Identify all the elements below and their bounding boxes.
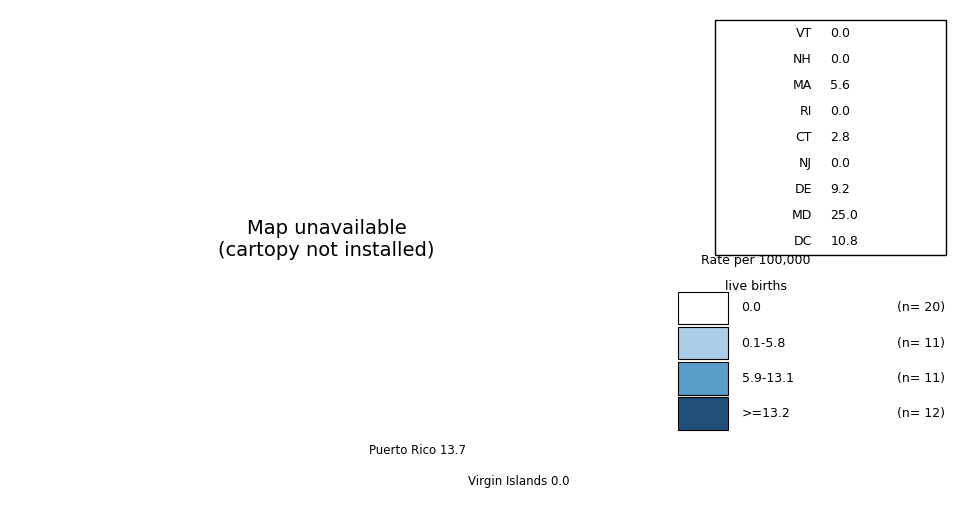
Text: Rate per 100,000: Rate per 100,000 xyxy=(701,254,810,267)
Text: 0.0: 0.0 xyxy=(830,27,851,40)
Text: 5.9-13.1: 5.9-13.1 xyxy=(741,372,794,385)
Text: CT: CT xyxy=(796,131,812,144)
Text: Puerto Rico 13.7: Puerto Rico 13.7 xyxy=(369,444,467,457)
Text: 0.1-5.8: 0.1-5.8 xyxy=(741,336,786,350)
Bar xyxy=(678,362,728,394)
Text: MD: MD xyxy=(792,209,812,222)
Text: MA: MA xyxy=(793,79,812,92)
Text: Map unavailable
(cartopy not installed): Map unavailable (cartopy not installed) xyxy=(218,219,435,260)
Text: 5.6: 5.6 xyxy=(830,79,851,92)
Text: NH: NH xyxy=(793,53,812,66)
Text: VT: VT xyxy=(796,27,812,40)
Bar xyxy=(678,397,728,430)
Text: (n= 12): (n= 12) xyxy=(897,407,945,420)
Text: 10.8: 10.8 xyxy=(830,235,858,248)
Text: DE: DE xyxy=(795,183,812,196)
Text: >=13.2: >=13.2 xyxy=(741,407,790,420)
Bar xyxy=(678,327,728,359)
Text: Virgin Islands 0.0: Virgin Islands 0.0 xyxy=(468,474,569,488)
Text: (n= 20): (n= 20) xyxy=(897,301,945,315)
Text: 0.0: 0.0 xyxy=(830,105,851,118)
Bar xyxy=(678,292,728,324)
Text: live births: live births xyxy=(725,280,786,293)
Text: 0.0: 0.0 xyxy=(830,53,851,66)
Text: (n= 11): (n= 11) xyxy=(897,372,945,385)
Text: 9.2: 9.2 xyxy=(830,183,851,196)
Text: NJ: NJ xyxy=(799,157,812,170)
Text: DC: DC xyxy=(794,235,812,248)
Text: (n= 11): (n= 11) xyxy=(897,336,945,350)
Text: RI: RI xyxy=(800,105,812,118)
Text: 0.0: 0.0 xyxy=(830,157,851,170)
Text: 0.0: 0.0 xyxy=(741,301,761,315)
Text: 2.8: 2.8 xyxy=(830,131,851,144)
Text: 25.0: 25.0 xyxy=(830,209,858,222)
